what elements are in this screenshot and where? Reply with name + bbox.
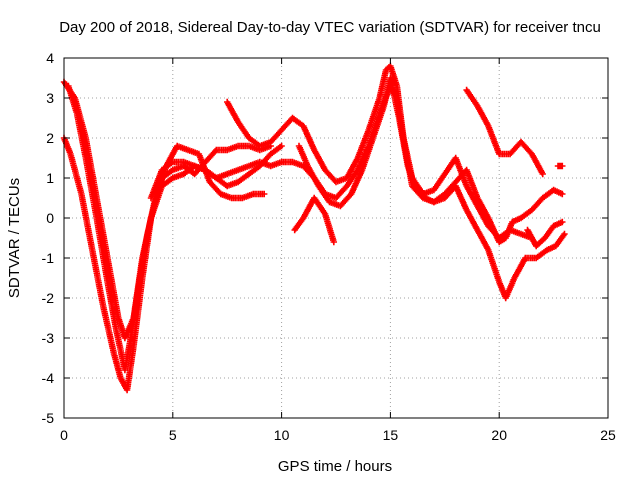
series-marks [291, 194, 338, 246]
y-tick-label: 3 [46, 90, 54, 106]
y-tick-label: -4 [42, 370, 55, 386]
x-tick-label: 25 [600, 427, 616, 443]
y-tick-label: -2 [42, 290, 55, 306]
x-tick-label: 20 [491, 427, 507, 443]
series-track-7 [295, 74, 568, 302]
series-track-3 [65, 82, 268, 374]
y-tick-label: -5 [42, 410, 55, 426]
x-tick-label: 10 [274, 427, 290, 443]
y-tick-label: -3 [42, 330, 55, 346]
axis-ticks: 0 5 10 15 20 25 -5 -4 -3 -2 -1 0 1 2 3 4 [42, 50, 616, 443]
y-tick-label: -1 [42, 250, 55, 266]
grid-lines [64, 58, 608, 418]
series-track-8 [463, 86, 546, 178]
y-tick-label: 1 [46, 170, 54, 186]
series-track-10 [554, 162, 566, 170]
series-marks [524, 218, 566, 250]
series-marks [65, 82, 268, 374]
chart-title: Day 200 of 2018, Sidereal Day-to-day VTE… [59, 19, 601, 36]
series-marks [463, 86, 546, 178]
x-tick-label: 5 [169, 427, 177, 443]
x-tick-label: 0 [60, 427, 68, 443]
x-axis-label: GPS time / hours [278, 458, 392, 475]
series-track-9 [524, 218, 566, 250]
series-marks [554, 162, 566, 170]
y-tick-label: 2 [46, 130, 54, 146]
data-points [60, 62, 568, 394]
y-tick-label: 4 [46, 50, 54, 66]
y-axis-label: SDTVAR / TECUs [6, 178, 23, 298]
series-marks [295, 74, 568, 302]
y-tick-label: 0 [46, 210, 54, 226]
plot-frame [63, 57, 609, 419]
x-tick-label: 15 [383, 427, 399, 443]
series-track-6 [291, 194, 338, 246]
